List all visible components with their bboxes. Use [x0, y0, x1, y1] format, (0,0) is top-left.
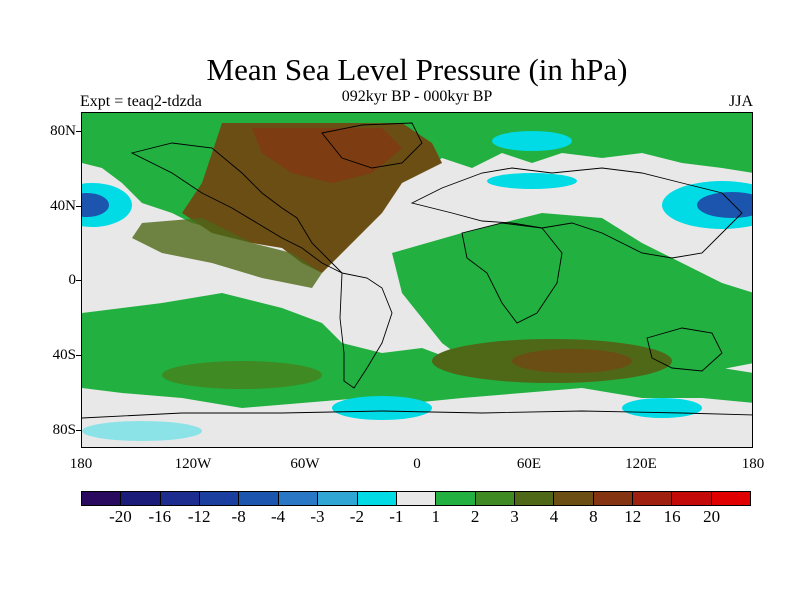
colorbar-label: 8 — [589, 507, 598, 526]
x-label-60w: 60W — [290, 456, 320, 472]
colorbar-swatch — [239, 492, 279, 505]
x-label-180w: 180 — [69, 456, 93, 472]
north-dark-anomaly — [252, 128, 402, 183]
map-canvas — [82, 113, 752, 447]
x-label-120w: 120W — [174, 456, 212, 472]
antarctic-band — [82, 421, 752, 447]
australia-coast — [646, 327, 723, 372]
colorbar-swatch — [121, 492, 161, 505]
tropical-green-region — [392, 213, 752, 373]
y-tick — [76, 206, 81, 207]
south-pacific-olive — [162, 361, 322, 389]
y-label-80n: 80N — [50, 123, 76, 139]
y-tick — [76, 280, 81, 281]
colorbar-swatch — [318, 492, 358, 505]
colorbar — [81, 491, 751, 506]
colorbar-swatch — [396, 492, 437, 505]
colorbar-swatch — [633, 492, 673, 505]
greenland-coast — [321, 122, 423, 169]
north-america-coast — [130, 142, 343, 274]
colorbar-swatch — [514, 492, 555, 505]
north-olive-fringe — [132, 218, 322, 288]
y-label-40n: 40N — [50, 198, 76, 214]
colorbar-label: 4 — [549, 507, 559, 526]
colorbar-label: 3 — [510, 507, 519, 526]
colorbar-label: -3 — [310, 507, 325, 526]
colorbar-label: 16 — [663, 507, 681, 526]
pressure-anomaly-map — [81, 112, 753, 448]
north-pacific-west-core — [82, 193, 109, 217]
y-label-0: 0 — [68, 272, 77, 288]
antarctica-coast — [82, 410, 752, 419]
x-label-60e: 60E — [516, 456, 542, 472]
north-pacific-east-core — [697, 192, 752, 218]
colorbar-swatch — [278, 492, 319, 505]
colorbar-swatch — [672, 492, 712, 505]
chart-subtitle: 092kyr BP - 000kyr BP — [341, 88, 493, 105]
colorbar-swatch — [200, 492, 240, 505]
colorbar-label: -4 — [270, 507, 286, 526]
siberia-blue — [487, 173, 577, 189]
y-label-80s: 80S — [52, 422, 76, 438]
colorbar-label: -2 — [349, 507, 364, 526]
colorbar-swatch — [554, 492, 594, 505]
arctic-blue — [492, 131, 572, 151]
experiment-label: Expt = teaq2-tdzda — [80, 93, 202, 110]
colorbar-label: -20 — [109, 507, 132, 526]
season-label: JJA — [728, 93, 753, 110]
y-label-40s: 40S — [52, 347, 76, 363]
south-indian-core — [512, 349, 632, 373]
colorbar-swatch — [711, 492, 751, 505]
colorbar-swatch — [160, 492, 201, 505]
colorbar-label: -16 — [148, 507, 172, 526]
colorbar-label: -8 — [231, 507, 246, 526]
colorbar-label: -12 — [187, 507, 211, 526]
x-label-0: 0 — [413, 456, 421, 472]
south-ocean-blue-1 — [332, 396, 432, 420]
colorbar-label: 12 — [624, 507, 642, 526]
eurasia-coast — [410, 167, 743, 259]
colorbar-swatch — [82, 492, 122, 505]
y-tick — [76, 131, 81, 132]
colorbar-swatch — [475, 492, 515, 505]
africa-coast — [461, 222, 563, 324]
colorbar-label: 20 — [703, 507, 721, 526]
colorbar-label: -1 — [389, 507, 404, 526]
chart-title: Mean Sea Level Pressure (in hPa) — [206, 52, 628, 87]
colorbar-swatch — [593, 492, 634, 505]
y-tick — [76, 355, 81, 356]
x-label-120e: 120E — [625, 456, 657, 472]
colorbar-swatch — [357, 492, 397, 505]
south-america-coast — [339, 272, 393, 389]
colorbar-swatch — [436, 492, 476, 505]
south-ocean-blue-3 — [622, 398, 702, 418]
x-label-180e: 180 — [741, 456, 765, 472]
coastlines — [82, 122, 752, 419]
colorbar-label: 2 — [470, 507, 480, 526]
y-tick — [76, 430, 81, 431]
colorbar-label: 1 — [431, 507, 440, 526]
